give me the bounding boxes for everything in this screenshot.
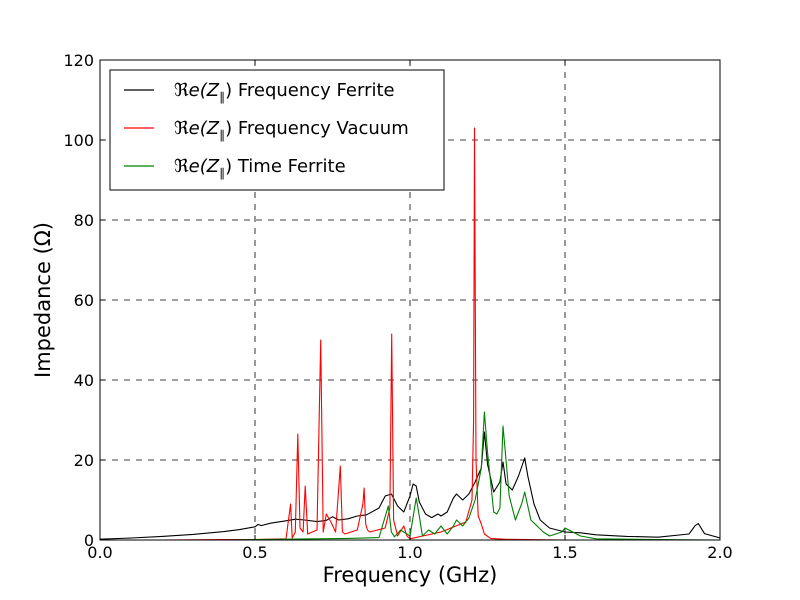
- legend-label-1: ℜe(Z∥) Frequency Ferrite: [174, 80, 395, 104]
- axis-tick-labels: 0.0 0.5 1.0 1.5 2.0 0 20 40 60 80 100 120: [63, 51, 732, 562]
- x-axis-label: Frequency (GHz): [323, 563, 498, 587]
- legend-box: [109, 69, 445, 191]
- legend-label-3: ℜe(Z∥) Time Ferrite: [174, 156, 346, 180]
- x-tick-label: 1.5: [552, 543, 577, 562]
- axis-ticks: [99, 59, 721, 541]
- x-tick-label: 0.5: [242, 543, 267, 562]
- x-tick-label: 2.0: [707, 543, 732, 562]
- y-tick-label: 100: [63, 131, 94, 150]
- x-tick-label: 1.0: [397, 543, 422, 562]
- x-tick-label: 0.0: [87, 543, 112, 562]
- y-axis-label: Impedance (Ω): [31, 222, 55, 378]
- series-line-3: [100, 411, 720, 540]
- y-tick-label: 40: [74, 371, 94, 390]
- legend-label-2: ℜe(Z∥) Frequency Vacuum: [174, 118, 409, 142]
- grid-lines: [100, 60, 720, 540]
- legend: ℜe(Z∥) Frequency Ferrite ℜe(Z∥) Frequency…: [109, 69, 445, 191]
- y-tick-label: 0: [84, 531, 94, 550]
- series-layer: [100, 127, 720, 540]
- y-tick-label: 80: [74, 211, 94, 230]
- y-tick-label: 60: [74, 291, 94, 310]
- series-line-1: [100, 431, 720, 540]
- series-line-2: [100, 127, 720, 540]
- y-tick-label: 120: [63, 51, 94, 70]
- y-tick-label: 20: [74, 451, 94, 470]
- plot-area: [100, 127, 720, 540]
